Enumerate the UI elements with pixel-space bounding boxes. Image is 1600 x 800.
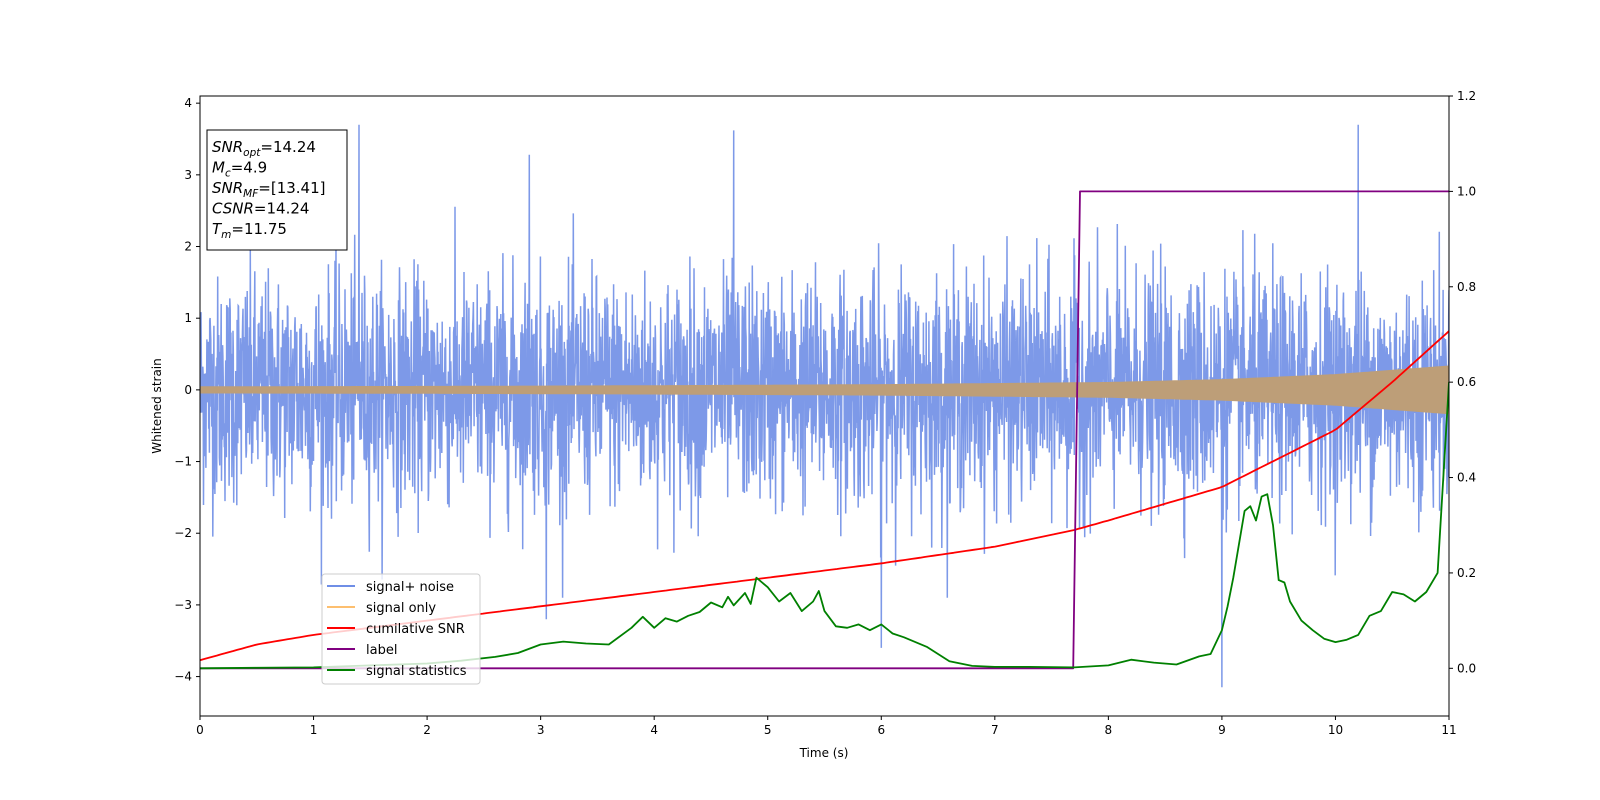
- annotation-value: =14.24: [260, 138, 316, 156]
- y2-tick-label: 0.8: [1457, 280, 1476, 294]
- annotation-symbol: SNR: [212, 179, 243, 197]
- annotation-line: Tm=11.75: [212, 220, 287, 241]
- signal-only-band: [200, 365, 1449, 415]
- y-tick-label: −1: [174, 455, 192, 469]
- x-tick-label: 8: [1105, 723, 1113, 737]
- annotation-subscript: MF: [243, 188, 259, 200]
- x-tick-label: 11: [1441, 723, 1456, 737]
- annotation-subscript: c: [225, 168, 231, 180]
- annotation-box: SNRopt=14.24Mc=4.9SNRMF=[13.41]CSNR=14.2…: [206, 129, 348, 251]
- legend-entry-label: signal statistics: [366, 664, 467, 679]
- x-tick-label: 10: [1328, 723, 1343, 737]
- legend: signal+ noise signal only cumilative SNR la…: [321, 573, 481, 685]
- x-tick-label: 2: [423, 723, 431, 737]
- y-tick-label: 0: [184, 383, 192, 397]
- x-tick-label: 1: [310, 723, 318, 737]
- signal-only-series: [200, 365, 1449, 415]
- signal-statistics-line-path: [200, 382, 1449, 670]
- annotation-symbol: SNR: [212, 138, 243, 156]
- x-tick-label: 4: [650, 723, 658, 737]
- label-line: [200, 190, 1449, 670]
- annotation-subscript: opt: [243, 147, 261, 159]
- legend-entry-label: signal+ noise: [366, 580, 454, 595]
- y2-tick-label: 1.0: [1457, 184, 1476, 198]
- y-axis-label: Whitened strain: [150, 358, 164, 454]
- x-tick-label: 9: [1218, 723, 1226, 737]
- x-tick-label: 0: [196, 723, 204, 737]
- signal-statistics-line: [200, 382, 1449, 670]
- x-tick-label: 6: [877, 723, 885, 737]
- annotation-value: =14.24: [254, 200, 310, 218]
- annotation-value: =[13.41]: [258, 179, 325, 197]
- label-line-path: [200, 190, 1449, 670]
- y2-tick-label: 0.0: [1457, 661, 1476, 675]
- y-tick-label: 4: [184, 96, 192, 110]
- annotation-subscript: m: [221, 229, 231, 241]
- x-tick-label: 5: [764, 723, 772, 737]
- legend-entry-label: label: [366, 643, 397, 658]
- y-tick-label: 3: [184, 168, 192, 182]
- y-tick-label: −3: [174, 598, 192, 612]
- annotation-value: =4.9: [231, 159, 267, 177]
- annotation-symbol: T: [212, 220, 223, 238]
- annotation-frame: [206, 129, 348, 251]
- y-tick-label: 2: [184, 240, 192, 254]
- y-tick-label: 1: [184, 311, 192, 325]
- annotation-line: SNRMF=[13.41]: [212, 179, 326, 200]
- axes: 0 1 2 3 4 5 6 7 8 9 10 11 −4 −3 −2 −1 0 1 2 3 4 0.0 0.2 0.4 0.6 0…: [174, 89, 1476, 737]
- x-tick-label: 3: [537, 723, 545, 737]
- y-tick-label: −2: [174, 526, 192, 540]
- y2-tick-label: 0.6: [1457, 375, 1476, 389]
- annotation-line: Mc=4.9: [212, 159, 267, 180]
- x-axis-label: Time (s): [799, 746, 849, 760]
- signal-plus-noise-trace: [200, 124, 1449, 688]
- annotation-line: CSNR=14.24: [212, 200, 309, 218]
- legend-frame: [321, 573, 481, 685]
- y2-tick-label: 0.4: [1457, 471, 1476, 485]
- y2-tick-label: 1.2: [1457, 89, 1476, 103]
- signal-plus-noise-series: [200, 124, 1449, 688]
- legend-entry-label: cumilative SNR: [366, 622, 465, 637]
- annotation-symbol: CSNR: [212, 200, 254, 218]
- plot-frame: [199, 95, 1450, 717]
- annotation-symbol: M: [212, 159, 225, 177]
- annotation-line: SNRopt=14.24: [212, 138, 316, 159]
- y2-tick-label: 0.2: [1457, 566, 1476, 580]
- annotation-value: =11.75: [231, 220, 287, 238]
- y-tick-label: −4: [174, 670, 192, 684]
- x-tick-label: 7: [991, 723, 999, 737]
- legend-entry-label: signal only: [366, 601, 436, 616]
